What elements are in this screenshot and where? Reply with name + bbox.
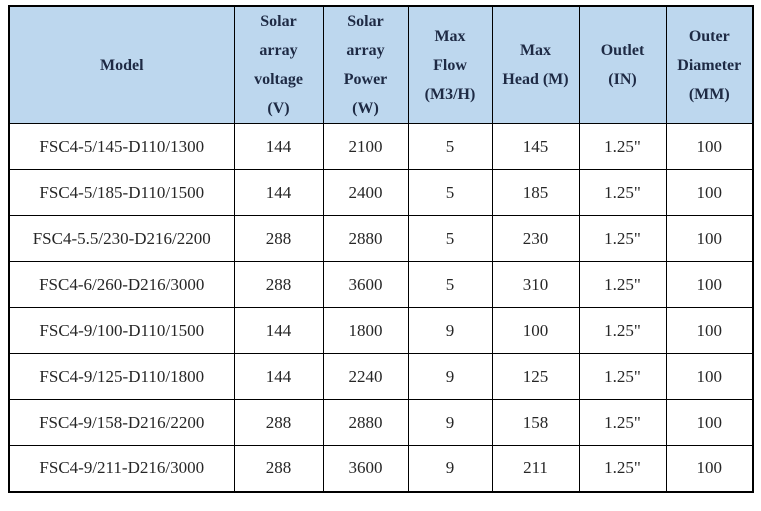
cell-outlet: 1.25" xyxy=(578,169,667,216)
cell-outlet: 1.25" xyxy=(578,399,667,446)
cell-max-head: 125 xyxy=(491,353,580,400)
cell-outer-diameter: 100 xyxy=(665,353,754,400)
cell-max-head: 145 xyxy=(491,123,580,170)
cell-outlet: 1.25" xyxy=(578,123,667,170)
cell-array-power: 3600 xyxy=(322,261,409,308)
table-row: FSC4-9/158-D216/2200 288 2880 9 158 1.25" 100 xyxy=(8,399,754,446)
cell-max-flow: 5 xyxy=(407,261,493,308)
cell-array-power: 2100 xyxy=(322,123,409,170)
cell-array-power: 3600 xyxy=(322,445,409,492)
column-header-max-flow: Max Flow (M3/H) xyxy=(407,5,493,124)
cell-array-power: 2880 xyxy=(322,215,409,262)
cell-outer-diameter: 100 xyxy=(665,399,754,446)
column-header-max-head: Max Head (M) xyxy=(491,5,580,124)
cell-array-voltage: 288 xyxy=(233,261,324,308)
cell-outlet: 1.25" xyxy=(578,445,667,492)
cell-array-voltage: 288 xyxy=(233,215,324,262)
cell-outlet: 1.25" xyxy=(578,353,667,400)
table-row: FSC4-5/145-D110/1300 144 2100 5 145 1.25" 100 xyxy=(8,123,754,170)
cell-outlet: 1.25" xyxy=(578,261,667,308)
cell-outlet: 1.25" xyxy=(578,307,667,354)
cell-array-voltage: 288 xyxy=(233,445,324,492)
cell-model: FSC4-5/145-D110/1300 xyxy=(8,123,235,170)
cell-array-voltage: 144 xyxy=(233,169,324,216)
cell-model: FSC4-6/260-D216/3000 xyxy=(8,261,235,308)
column-header-outlet: Outlet (IN) xyxy=(578,5,667,124)
cell-max-head: 211 xyxy=(491,445,580,492)
cell-max-flow: 9 xyxy=(407,445,493,492)
column-header-model: Model xyxy=(8,5,235,124)
cell-model: FSC4-9/100-D110/1500 xyxy=(8,307,235,354)
column-header-array-voltage: Solar array voltage (V) xyxy=(233,5,324,124)
cell-max-head: 310 xyxy=(491,261,580,308)
pump-spec-table-container: Model Solar array voltage (V) Solar array … xyxy=(8,5,754,493)
cell-array-voltage: 144 xyxy=(233,353,324,400)
cell-outer-diameter: 100 xyxy=(665,445,754,492)
cell-max-flow: 5 xyxy=(407,123,493,170)
cell-array-power: 2880 xyxy=(322,399,409,446)
header-row: Model Solar array voltage (V) Solar array … xyxy=(8,5,754,124)
column-header-outer-diameter: Outer Diameter (MM) xyxy=(665,5,754,124)
cell-outer-diameter: 100 xyxy=(665,307,754,354)
cell-array-power: 1800 xyxy=(322,307,409,354)
cell-model: FSC4-5.5/230-D216/2200 xyxy=(8,215,235,262)
table-row: FSC4-5.5/230-D216/2200 288 2880 5 230 1.25" 10… xyxy=(8,215,754,262)
cell-max-flow: 9 xyxy=(407,353,493,400)
table-row: FSC4-5/185-D110/1500 144 2400 5 185 1.25" 100 xyxy=(8,169,754,216)
column-header-array-power: Solar array Power (W) xyxy=(322,5,409,124)
cell-array-power: 2240 xyxy=(322,353,409,400)
cell-max-flow: 5 xyxy=(407,169,493,216)
cell-model: FSC4-9/211-D216/3000 xyxy=(8,445,235,492)
cell-model: FSC4-5/185-D110/1500 xyxy=(8,169,235,216)
pump-spec-table: Model Solar array voltage (V) Solar array … xyxy=(8,5,754,493)
cell-model: FSC4-9/158-D216/2200 xyxy=(8,399,235,446)
cell-array-voltage: 144 xyxy=(233,123,324,170)
table-body: FSC4-5/145-D110/1300 144 2100 5 145 1.25" 100 F… xyxy=(8,123,754,492)
table-row: FSC4-9/211-D216/3000 288 3600 9 211 1.25" 100 xyxy=(8,445,754,492)
cell-outer-diameter: 100 xyxy=(665,261,754,308)
cell-outer-diameter: 100 xyxy=(665,215,754,262)
cell-max-flow: 9 xyxy=(407,399,493,446)
table-row: FSC4-6/260-D216/3000 288 3600 5 310 1.25" 100 xyxy=(8,261,754,308)
table-row: FSC4-9/100-D110/1500 144 1800 9 100 1.25" 100 xyxy=(8,307,754,354)
cell-max-head: 185 xyxy=(491,169,580,216)
cell-array-power: 2400 xyxy=(322,169,409,216)
cell-outer-diameter: 100 xyxy=(665,123,754,170)
cell-model: FSC4-9/125-D110/1800 xyxy=(8,353,235,400)
cell-array-voltage: 144 xyxy=(233,307,324,354)
cell-array-voltage: 288 xyxy=(233,399,324,446)
cell-max-flow: 5 xyxy=(407,215,493,262)
cell-max-flow: 9 xyxy=(407,307,493,354)
cell-max-head: 158 xyxy=(491,399,580,446)
cell-max-head: 230 xyxy=(491,215,580,262)
cell-outlet: 1.25" xyxy=(578,215,667,262)
table-header: Model Solar array voltage (V) Solar array … xyxy=(8,5,754,124)
cell-max-head: 100 xyxy=(491,307,580,354)
table-row: FSC4-9/125-D110/1800 144 2240 9 125 1.25" 100 xyxy=(8,353,754,400)
cell-outer-diameter: 100 xyxy=(665,169,754,216)
